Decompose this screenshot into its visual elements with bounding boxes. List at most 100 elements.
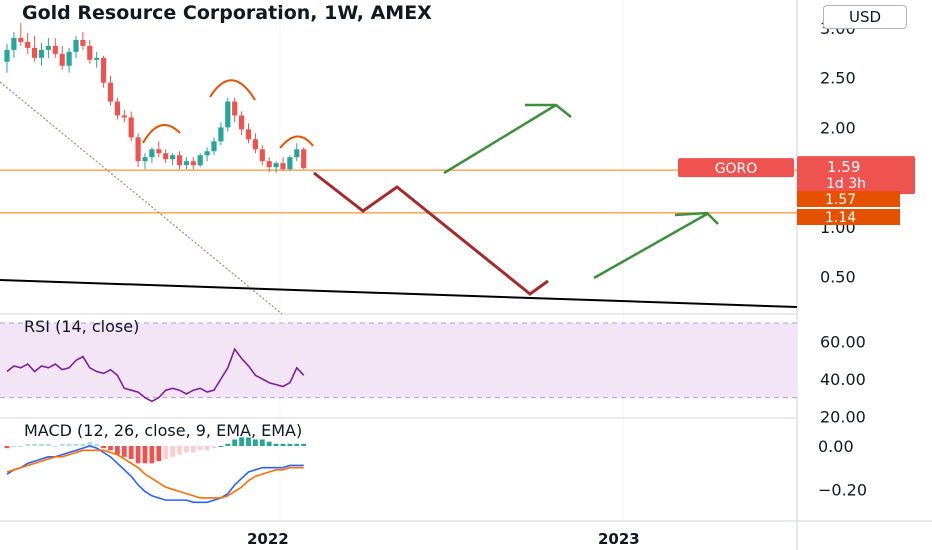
candle-body[interactable] <box>183 161 189 166</box>
macd-histogram-bar[interactable] <box>32 443 37 446</box>
candle-body[interactable] <box>197 155 203 166</box>
candle-body[interactable] <box>301 149 307 169</box>
candle-body[interactable] <box>266 161 272 168</box>
candle-body[interactable] <box>11 37 17 50</box>
macd-histogram-bar[interactable] <box>156 446 162 462</box>
macd-histogram-bar[interactable] <box>177 446 182 455</box>
macd-histogram-bar[interactable] <box>11 446 17 447</box>
macd-histogram-bar[interactable] <box>232 439 238 446</box>
candle-body[interactable] <box>218 127 224 142</box>
rsi-legend[interactable]: RSI (14, close) <box>24 317 140 336</box>
macd-histogram-bar[interactable] <box>101 446 106 449</box>
candle-body[interactable] <box>211 141 217 152</box>
right-shoulder-arc[interactable] <box>279 135 314 149</box>
candle-body[interactable] <box>32 47 38 58</box>
macd-histogram-bar[interactable] <box>204 446 210 451</box>
macd-histogram-bar[interactable] <box>170 446 175 457</box>
macd-histogram-bar[interactable] <box>253 439 258 446</box>
macd-histogram-bar[interactable] <box>149 446 155 464</box>
macd-histogram-bar[interactable] <box>301 443 307 446</box>
candle-body[interactable] <box>156 149 162 154</box>
macd-histogram-bar[interactable] <box>59 443 65 446</box>
candle-body[interactable] <box>170 155 176 160</box>
bearish-projection-path[interactable] <box>313 171 549 296</box>
candle-body[interactable] <box>190 161 196 166</box>
macd-histogram-bar[interactable] <box>184 446 189 453</box>
macd-histogram-bar[interactable] <box>163 446 169 459</box>
head-arc[interactable] <box>209 79 256 101</box>
macd-histogram-bar[interactable] <box>135 446 141 464</box>
macd-histogram-bar[interactable] <box>266 441 272 446</box>
macd-histogram-bar[interactable] <box>294 443 300 446</box>
candle-body[interactable] <box>101 57 107 83</box>
candle-body[interactable] <box>204 151 210 156</box>
candle-body[interactable] <box>94 57 100 60</box>
candle-body[interactable] <box>45 45 51 50</box>
macd-histogram-bar[interactable] <box>46 443 51 446</box>
rsi-line[interactable] <box>6 347 305 403</box>
macd-histogram-bar[interactable] <box>87 441 93 446</box>
candle-body[interactable] <box>252 139 258 150</box>
candle-body[interactable] <box>107 82 114 102</box>
candle-body[interactable] <box>294 149 300 158</box>
candle-body[interactable] <box>80 39 86 46</box>
macd-histogram-bar[interactable] <box>108 446 113 451</box>
candle-body[interactable] <box>149 149 155 158</box>
candle-body[interactable] <box>59 53 65 66</box>
support-trendline[interactable] <box>0 279 798 308</box>
candle-body[interactable] <box>25 41 31 48</box>
candle-body[interactable] <box>287 157 293 170</box>
macd-histogram-bar[interactable] <box>66 443 72 446</box>
macd-histogram-bar[interactable] <box>218 446 224 447</box>
candle-body[interactable] <box>135 137 141 162</box>
level-badge-1[interactable] <box>797 191 900 207</box>
candle-body[interactable] <box>245 129 252 140</box>
candle-body[interactable] <box>121 115 127 118</box>
candle-body[interactable] <box>163 153 169 160</box>
macd-signal-line[interactable] <box>6 449 304 499</box>
candle-body[interactable] <box>176 155 183 166</box>
candle-body[interactable] <box>66 51 72 66</box>
candle-body[interactable] <box>273 163 279 168</box>
macd-histogram-bar[interactable] <box>4 446 10 449</box>
price-scale-area[interactable] <box>797 0 932 550</box>
macd-histogram-bar[interactable] <box>225 443 231 446</box>
left-shoulder-arc[interactable] <box>142 124 181 144</box>
macd-line[interactable] <box>6 445 304 504</box>
macd-histogram-bar[interactable] <box>25 443 31 446</box>
macd-histogram-bar[interactable] <box>142 446 148 464</box>
bullish-arrow-head-2[interactable] <box>674 211 719 225</box>
macd-histogram-bar[interactable] <box>80 443 86 446</box>
candle-body[interactable] <box>52 45 58 54</box>
candle-body[interactable] <box>232 101 238 116</box>
macd-histogram-bar[interactable] <box>128 446 134 459</box>
macd-histogram-bar[interactable] <box>115 446 120 455</box>
symbol-title[interactable]: Gold Resource Corporation, 1W, AMEX <box>22 2 432 24</box>
last-price-badge[interactable] <box>797 156 915 195</box>
descending-trendline[interactable] <box>0 81 283 315</box>
candle-body[interactable] <box>38 49 45 58</box>
candle-body[interactable] <box>73 39 79 52</box>
bullish-projection-arrow-2[interactable] <box>593 212 708 280</box>
macd-histogram-bar[interactable] <box>211 446 217 449</box>
candle-body[interactable] <box>18 37 24 42</box>
candle-body[interactable] <box>225 101 231 128</box>
currency-selector[interactable]: USD <box>823 5 907 29</box>
candle-body[interactable] <box>128 117 134 138</box>
bullish-arrow-head-1[interactable] <box>525 103 572 118</box>
macd-histogram-bar[interactable] <box>73 443 79 446</box>
macd-legend[interactable]: MACD (12, 26, close, 9, EMA, EMA) <box>24 421 303 440</box>
macd-histogram-bar[interactable] <box>18 446 24 447</box>
macd-histogram-bar[interactable] <box>39 443 44 446</box>
macd-histogram-bar[interactable] <box>94 443 100 446</box>
macd-histogram-bar[interactable] <box>239 437 244 446</box>
candle-body[interactable] <box>87 45 93 60</box>
macd-histogram-bar[interactable] <box>259 439 265 446</box>
macd-histogram-bar[interactable] <box>273 443 279 446</box>
candle-body[interactable] <box>4 49 10 62</box>
candle-body[interactable] <box>280 163 286 170</box>
macd-histogram-bar[interactable] <box>190 446 196 453</box>
candle-body[interactable] <box>114 101 120 116</box>
macd-histogram-bar[interactable] <box>197 446 203 451</box>
candle-body[interactable] <box>142 157 148 162</box>
